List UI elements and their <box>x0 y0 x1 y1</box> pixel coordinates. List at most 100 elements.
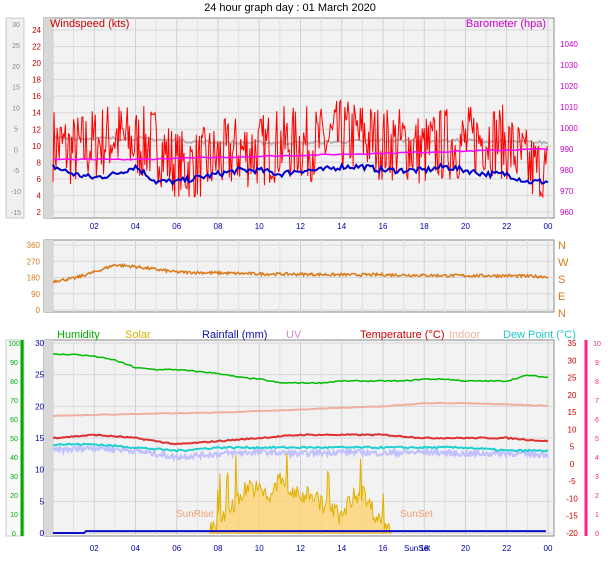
uv-tick-label: 8 <box>595 379 599 386</box>
wind-tick-label: 12 <box>32 125 41 134</box>
dir-tick-label: 90 <box>31 290 40 299</box>
right-temp-tick-label: 15 <box>568 408 577 417</box>
right-temp-tick-label: 5 <box>570 443 575 452</box>
humidity-tick-label: 20 <box>10 493 18 500</box>
humidity-tick-label: 40 <box>10 455 18 462</box>
compass-label: S <box>558 274 565 286</box>
outer-tick-label: 30 <box>12 22 20 29</box>
wind-tick-label: 20 <box>32 59 41 68</box>
x-tick-label: 10 <box>255 222 264 231</box>
compass-label: E <box>558 291 565 303</box>
legend-humidity: Humidity <box>57 329 100 341</box>
baro-tick-label: 1040 <box>560 40 578 49</box>
baro-tick-label: 1010 <box>560 103 578 112</box>
uv-tick-label: 7 <box>595 398 599 405</box>
x-tick-label: 02 <box>90 222 99 231</box>
x-tick-label: 00 <box>544 222 553 231</box>
temp-tick-label: 25 <box>35 371 44 380</box>
x-tick-label: 22 <box>502 544 511 553</box>
windspeed-label: Windspeed (kts) <box>50 18 129 30</box>
uv-tick-label: 4 <box>595 455 599 462</box>
x-tick-label: 22 <box>502 222 511 231</box>
wind-tick-label: 24 <box>32 26 41 35</box>
compass-label: N <box>558 308 566 320</box>
windspeed-line <box>52 98 549 199</box>
wind-tick-label: 10 <box>32 142 41 151</box>
dir-tick-label: 180 <box>27 274 41 283</box>
temperature-line <box>52 433 549 446</box>
outer-tick-label: 25 <box>12 43 20 50</box>
humidity-tick-label: 50 <box>10 436 18 443</box>
baro-tick-label: 960 <box>560 208 574 217</box>
x-tick-label: 14 <box>337 222 346 231</box>
right-temp-tick-label: 10 <box>568 425 577 434</box>
uv-tick-label: 1 <box>595 512 599 519</box>
outer-tick-label: 5 <box>14 126 18 133</box>
temp-tick-label: 30 <box>35 339 44 348</box>
humidity-tick-label: 90 <box>10 360 18 367</box>
wind-tick-label: 14 <box>32 109 41 118</box>
humidity-tick-label: 10 <box>10 512 18 519</box>
x-tick-label: 08 <box>214 222 223 231</box>
dir-tick-label: 270 <box>27 257 41 266</box>
legend-rainfall: Rainfall (mm) <box>202 329 267 341</box>
x-tick-label: 18 <box>420 222 429 231</box>
x-tick-label: 00 <box>544 544 553 553</box>
temp-tick-label: 5 <box>40 497 45 506</box>
legend-indoor: Indoor <box>449 329 481 341</box>
wind-tick-label: 4 <box>37 191 42 200</box>
climate-panel: 1009080706050403020100302520151050353025… <box>5 329 601 553</box>
x-tick-label: 12 <box>296 222 305 231</box>
wind-direction-line <box>52 262 549 284</box>
x-tick-label: 20 <box>461 222 470 231</box>
baro-tick-label: 1020 <box>560 82 578 91</box>
outer-tick-label: -5 <box>13 168 19 175</box>
wind-tick-label: 18 <box>32 76 41 85</box>
wind-tick-label: 2 <box>37 208 42 217</box>
right-temp-tick-label: 35 <box>568 339 577 348</box>
outer-tick-label: -10 <box>11 189 21 196</box>
compass-label: W <box>558 257 569 269</box>
outer-tick-label: 15 <box>12 85 20 92</box>
grey-series-line <box>52 135 549 147</box>
right-temp-tick-label: -20 <box>566 529 578 538</box>
legend-dewpoint: Dew Point (°C) <box>503 329 576 341</box>
uv-tick-label: 0 <box>595 531 599 538</box>
humidity-tick-label: 30 <box>10 474 18 481</box>
legend-temperature: Temperature (°C) <box>360 329 444 341</box>
sunset-label: SunSet <box>400 509 433 520</box>
x-tick-label: 04 <box>131 222 140 231</box>
outer-tick-label: 20 <box>12 64 20 71</box>
uv-tick-label: 10 <box>593 341 601 348</box>
humidity-tick-label: 70 <box>10 398 18 405</box>
right-temp-tick-label: -15 <box>566 512 578 521</box>
uv-tick-label: 9 <box>595 360 599 367</box>
x-tick-label: 06 <box>172 544 181 553</box>
legend-solar: Solar <box>125 329 151 341</box>
uv-tick-label: 2 <box>595 493 599 500</box>
wind-tick-label: 16 <box>32 92 41 101</box>
right-temp-tick-label: -10 <box>566 494 578 503</box>
sunset-axis-label: SunSet <box>404 544 431 553</box>
dir-tick-label: 0 <box>36 306 41 315</box>
humidity-tick-label: 80 <box>10 379 18 386</box>
humidity-tick-label: 0 <box>12 531 16 538</box>
x-tick-label: 06 <box>172 222 181 231</box>
humidity-line <box>53 353 548 385</box>
baro-tick-label: 970 <box>560 187 574 196</box>
avg-wind-line <box>52 161 549 186</box>
temp-tick-label: 15 <box>35 434 44 443</box>
right-temp-tick-label: 0 <box>570 460 575 469</box>
right-temp-tick-label: 20 <box>568 391 577 400</box>
temp-tick-label: 20 <box>35 402 44 411</box>
outer-tick-label: 10 <box>12 106 20 113</box>
x-tick-label: 12 <box>296 544 305 553</box>
right-temp-tick-label: -5 <box>568 477 576 486</box>
legend-uv: UV <box>286 329 302 341</box>
x-tick-label: 16 <box>379 222 388 231</box>
baro-tick-label: 1030 <box>560 61 578 70</box>
humidity-tick-label: 100 <box>8 341 20 348</box>
